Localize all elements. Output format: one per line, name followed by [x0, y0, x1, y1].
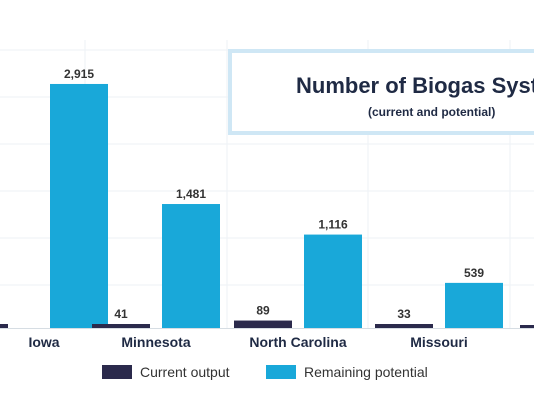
data-label: 41	[114, 307, 128, 321]
data-label: 1,116	[318, 218, 348, 232]
legend-swatch-current	[102, 365, 132, 379]
chart-title-box: Number of Biogas Syst (current and poten…	[228, 49, 534, 135]
bar-remaining-potential	[50, 83, 108, 328]
bar-current-output	[92, 324, 150, 328]
legend-current-output: Current output	[102, 364, 230, 380]
category-label: Iowa	[28, 334, 59, 350]
data-label: 89	[256, 304, 270, 318]
data-label: 33	[397, 307, 411, 321]
bar-remaining-potential	[162, 204, 220, 328]
bar-remaining-potential	[445, 282, 503, 328]
legend-label-remaining: Remaining potential	[304, 364, 428, 380]
legend-swatch-remaining	[266, 365, 296, 379]
legend-label-current: Current output	[140, 364, 230, 380]
category-label: Minnesota	[121, 334, 190, 350]
data-label: 2,915	[64, 67, 94, 81]
category-label: Missouri	[410, 334, 468, 350]
category-label: North Carolina	[249, 334, 346, 350]
bar-current-output	[520, 325, 534, 328]
data-label: 539	[464, 266, 484, 280]
data-label: 1,481	[176, 187, 206, 201]
bar-current-output	[375, 324, 433, 328]
chart-subtitle: (current and potential)	[368, 105, 496, 119]
legend-remaining-potential: Remaining potential	[266, 364, 428, 380]
bar-remaining-potential	[304, 234, 362, 328]
bar-current-output	[0, 324, 8, 328]
chart-title: Number of Biogas Syst	[296, 73, 534, 98]
bar-current-output	[234, 320, 292, 328]
